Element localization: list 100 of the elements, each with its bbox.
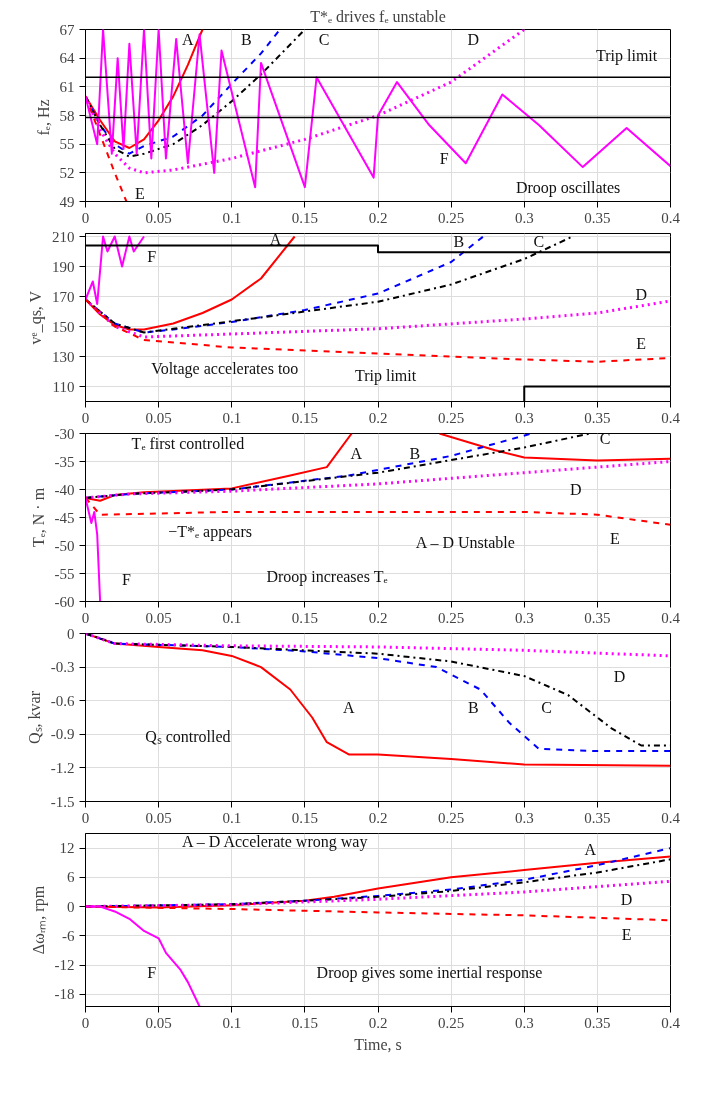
x-tick-label: 0.1	[222, 209, 242, 226]
y-tick-label: 67	[59, 21, 75, 38]
y-tick-label: -1.5	[50, 793, 75, 810]
annotation: A	[269, 231, 282, 249]
y-tick-label: -60	[54, 593, 75, 610]
y-tick-label: -35	[54, 453, 75, 470]
x-axis-title: Time, s	[354, 1035, 402, 1053]
annotation: B	[241, 30, 252, 48]
x-tick-label: 0.4	[661, 1014, 681, 1031]
annotation: Tₑ first controlled	[131, 434, 245, 452]
y-tick-label: 64	[59, 50, 75, 67]
x-tick-label: 0.35	[584, 209, 611, 226]
x-tick-label: 0.4	[661, 609, 681, 626]
y-axis-title: fₑ, Hz	[34, 99, 52, 136]
annotation: D	[569, 480, 582, 498]
x-tick-label: 0	[81, 809, 90, 826]
annotation: Droop increases Tₑ	[266, 567, 388, 586]
line-series	[85, 633, 671, 658]
y-tick-label: -0.3	[50, 659, 75, 676]
y-axis-title: Qₛ, kvar	[25, 690, 43, 744]
x-tick-label: 0	[81, 209, 90, 226]
annotation: D	[620, 890, 633, 908]
x-tick-label: 0.25	[438, 609, 465, 626]
annotation: D	[467, 30, 480, 48]
y-tick-label: 0	[67, 625, 75, 642]
y-tick-label: -1.2	[50, 759, 75, 776]
y-axis-title: Tₑ, N · m	[29, 487, 47, 548]
annotation: A – D Accelerate wrong way	[182, 833, 368, 852]
x-tick-label: 0.25	[438, 409, 465, 426]
y-tick-label: 55	[59, 136, 75, 153]
annotation: −T*ₑ appears	[168, 522, 252, 541]
annotation: D	[613, 667, 626, 685]
y-tick-label: -40	[54, 481, 75, 498]
annotation: Trip limit	[596, 46, 658, 65]
annotation: A	[584, 841, 597, 859]
x-tick-label: 0.3	[514, 209, 534, 226]
y-tick-label: -18	[54, 986, 75, 1003]
x-tick-label: 0.15	[291, 809, 318, 826]
annotation: F	[439, 150, 449, 167]
x-tick-label: 0.1	[222, 409, 242, 426]
y-tick-label: 6	[67, 869, 75, 886]
y-axis-title: vᵉ_qs, V	[27, 290, 45, 345]
annotation: A	[342, 698, 355, 716]
x-tick-label: 0.15	[291, 409, 318, 426]
chart-title: T*ₑ drives fₑ unstable	[310, 7, 446, 25]
annotation: C	[533, 232, 545, 250]
y-tick-label: -55	[54, 565, 75, 582]
x-tick-label: 0.4	[661, 409, 681, 426]
annotation: C	[599, 429, 611, 447]
y-tick-label: 210	[52, 228, 75, 245]
y-tick-label: 170	[52, 288, 75, 305]
x-tick-label: 0	[81, 1014, 90, 1031]
x-tick-label: 0.05	[145, 809, 172, 826]
y-tick-label: 130	[52, 348, 75, 365]
y-tick-label: -45	[54, 509, 75, 526]
y-tick-label: 0	[67, 898, 75, 915]
x-tick-label: 0.4	[661, 809, 681, 826]
annotation: Trip limit	[355, 367, 417, 386]
annotation: E	[610, 530, 620, 548]
x-tick-label: 0.2	[368, 209, 388, 226]
x-tick-label: 0.05	[145, 209, 172, 226]
x-tick-label: 0.15	[291, 609, 318, 626]
y-tick-label: -0.6	[50, 692, 75, 709]
annotation: E	[636, 334, 647, 352]
y-tick-label: -30	[54, 425, 75, 442]
x-tick-label: 0.25	[438, 809, 465, 826]
x-tick-label: 0.1	[222, 609, 242, 626]
x-tick-label: 0.3	[514, 609, 534, 626]
x-tick-label: 0.25	[438, 1014, 465, 1031]
annotation: C	[318, 30, 330, 48]
y-tick-label: 49	[59, 193, 75, 210]
annotation: Droop gives some inertial response	[316, 963, 543, 982]
x-tick-label: 0.3	[514, 409, 534, 426]
y-tick-label: -12	[54, 957, 75, 974]
annotation: E	[621, 926, 632, 944]
annotation: Qₛ controlled	[145, 727, 231, 745]
annotation: Voltage accelerates too	[151, 360, 299, 379]
x-tick-label: 0.2	[368, 609, 388, 626]
x-tick-label: 0	[81, 609, 90, 626]
x-tick-label: 0.35	[584, 1014, 611, 1031]
y-tick-label: 61	[59, 78, 75, 95]
y-tick-label: 190	[52, 258, 75, 275]
y-tick-label: 110	[52, 378, 75, 395]
annotation: E	[135, 185, 145, 203]
y-tick-label: 58	[59, 107, 75, 124]
x-tick-label: 0.2	[368, 809, 388, 826]
y-tick-label: -50	[54, 537, 75, 554]
annotation: Droop oscillates	[515, 178, 621, 197]
x-tick-label: 0.05	[145, 1014, 172, 1031]
annotation: A	[182, 30, 195, 48]
x-tick-label: 0.05	[145, 409, 172, 426]
annotation: A – D Unstable	[415, 534, 515, 552]
annotation: B	[409, 444, 421, 462]
annotation: F	[122, 570, 131, 588]
x-tick-label: 0.05	[145, 609, 172, 626]
x-tick-label: 0.4	[661, 209, 681, 226]
y-axis-title: Δωᵣₘ, rpm	[29, 885, 48, 955]
y-tick-label: -0.9	[50, 726, 75, 743]
y-tick-label: 150	[52, 318, 75, 335]
x-tick-label: 0.35	[584, 809, 611, 826]
